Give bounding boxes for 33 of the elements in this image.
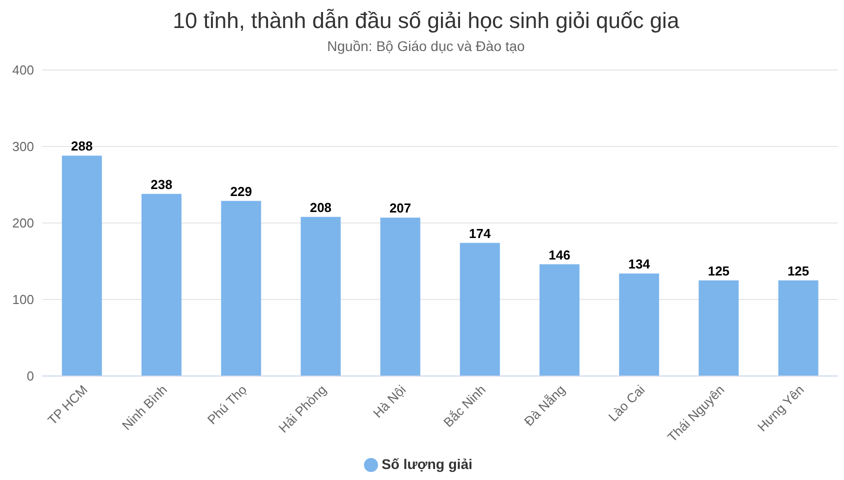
bar — [62, 156, 102, 376]
data-label: 146 — [548, 247, 570, 262]
y-tick-label: 100 — [12, 292, 34, 308]
bar — [698, 280, 739, 376]
x-tick-label: Phú Thọ — [204, 382, 250, 428]
bar — [778, 280, 818, 376]
y-tick-label: 200 — [12, 216, 34, 231]
data-label: 229 — [230, 184, 252, 199]
x-tick-label: Lào Cai — [605, 382, 648, 424]
data-label: 288 — [71, 138, 93, 154]
bar — [380, 218, 420, 376]
bar — [540, 264, 580, 376]
y-tick-label: 400 — [12, 62, 34, 78]
chart-subtitle: Nguồn: Bộ Giáo dục và Đào tạo — [326, 38, 526, 54]
data-label: 125 — [708, 263, 730, 278]
data-label: 125 — [787, 263, 810, 278]
legend-label: Số lượng giải — [382, 456, 472, 472]
data-label: 207 — [389, 200, 412, 216]
y-tick-label: 0 — [26, 368, 34, 384]
data-label: 208 — [310, 200, 332, 215]
bar — [142, 194, 182, 376]
bar — [460, 242, 500, 376]
x-tick-label: Hà Nội — [370, 382, 409, 421]
bar — [221, 200, 262, 376]
bar — [300, 216, 341, 376]
bar — [619, 273, 660, 376]
y-tick-label: 300 — [12, 139, 34, 154]
data-label: 174 — [469, 226, 492, 241]
x-tick-label: Bắc Ninh — [440, 382, 488, 430]
chart-title: 10 tỉnh, thành dẫn đầu số giải học sinh giỏi quốc gia — [172, 8, 680, 34]
data-label: 238 — [150, 176, 172, 192]
x-tick-label: Ninh Bình — [119, 382, 170, 434]
data-label: 134 — [628, 256, 651, 272]
